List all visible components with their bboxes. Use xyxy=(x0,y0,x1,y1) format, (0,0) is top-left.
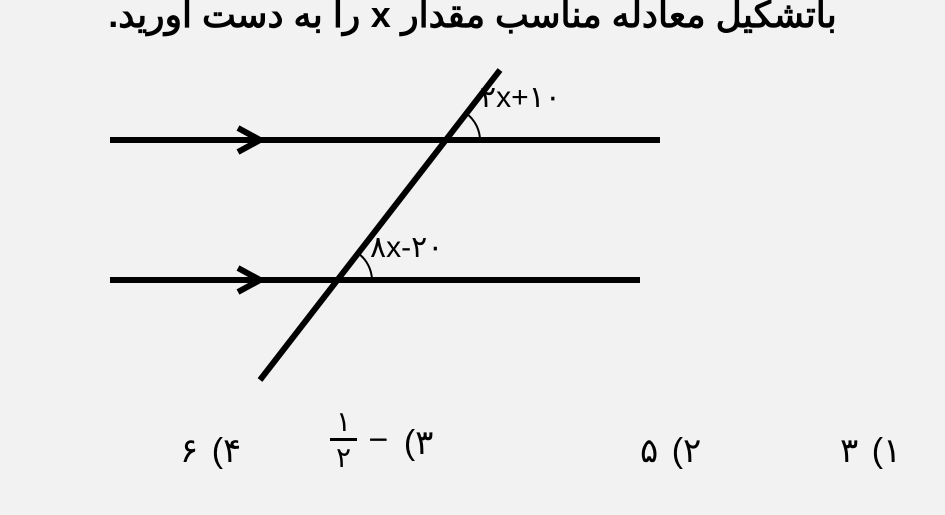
answer-3-numerator: ۱ xyxy=(330,408,357,441)
answer-3-sign: − xyxy=(369,421,389,460)
answer-3-number: ۳) xyxy=(404,423,434,463)
bottom-angle-label: ۸x-۲۰ xyxy=(370,230,443,265)
answer-4-value: ۶ xyxy=(180,431,198,471)
answer-option-3: ۳) − ۱ ۲ xyxy=(330,410,433,475)
diagram-svg xyxy=(80,60,680,390)
answer-4-number: ۴) xyxy=(212,431,242,471)
top-angle-arc xyxy=(466,114,480,141)
answer-option-4: ۴) ۶ xyxy=(180,430,241,471)
geometry-diagram: ۲x+۱۰ ۸x-۲۰ xyxy=(80,60,680,390)
top-angle-label: ۲x+۱۰ xyxy=(480,80,561,115)
answer-2-value: ۵ xyxy=(640,431,658,471)
question-text: باتشکیل معادله مناسب مقدار x را به دست آ… xyxy=(0,0,945,36)
answer-options: ۱) ۳ ۲) ۵ ۳) − ۱ ۲ ۴) ۶ xyxy=(0,400,945,510)
answer-1-number: ۱) xyxy=(872,431,902,471)
answer-option-1: ۱) ۳ xyxy=(840,430,901,471)
transversal-line xyxy=(260,70,500,380)
page: باتشکیل معادله مناسب مقدار x را به دست آ… xyxy=(0,0,945,515)
answer-option-2: ۲) ۵ xyxy=(640,430,701,471)
answer-2-number: ۲) xyxy=(672,431,702,471)
answer-1-value: ۳ xyxy=(840,431,858,471)
answer-3-fraction: ۱ ۲ xyxy=(330,408,357,473)
answer-3-denominator: ۲ xyxy=(330,441,357,473)
